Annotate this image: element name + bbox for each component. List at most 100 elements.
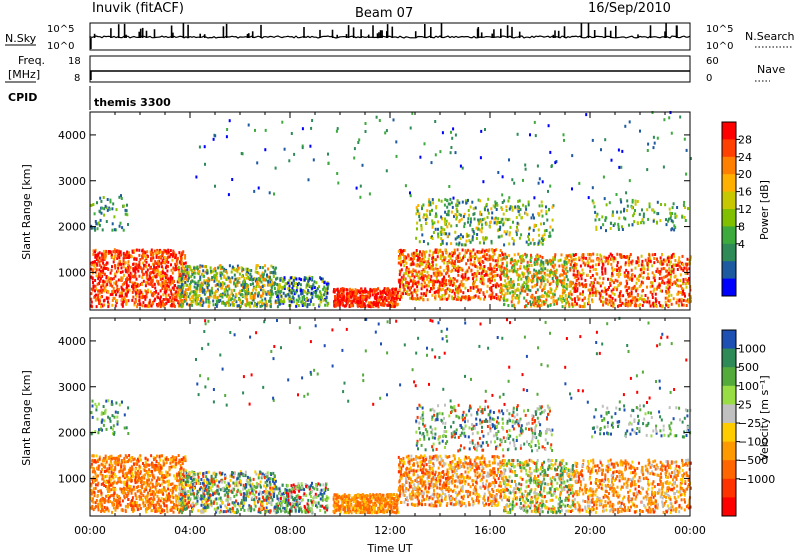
- echo-cell: [656, 136, 659, 140]
- echo-cell: [100, 211, 103, 215]
- echo-cell: [627, 300, 630, 304]
- echo-cell: [429, 203, 432, 207]
- echo-cell: [413, 280, 416, 284]
- echo-cell: [280, 285, 283, 289]
- echo-cell: [514, 288, 517, 292]
- echo-cell: [418, 270, 420, 274]
- echo-cell: [549, 150, 552, 154]
- echo-cell: [450, 146, 453, 149]
- echo-cell: [159, 250, 162, 254]
- echo-cell: [554, 270, 557, 274]
- echo-cell: [539, 254, 542, 258]
- echo-cell: [189, 297, 192, 301]
- echo-cell: [410, 263, 413, 267]
- echo-cell: [100, 259, 103, 262]
- echo-cell: [682, 269, 685, 272]
- echo-cell: [188, 292, 191, 296]
- echo-cell: [678, 304, 681, 308]
- echo-cell: [488, 254, 491, 258]
- echo-cell: [270, 264, 273, 268]
- echo-cell: [280, 294, 283, 298]
- echo-cell: [656, 267, 659, 271]
- echo-cell: [269, 292, 272, 296]
- echo-cell: [270, 278, 273, 282]
- echo-cell: [512, 220, 514, 224]
- echo-cell: [469, 240, 472, 244]
- echo-cell: [119, 270, 122, 274]
- echo-cell: [551, 228, 554, 232]
- echo-cell: [242, 268, 245, 272]
- echo-cell: [618, 291, 621, 295]
- echo-cell: [671, 265, 673, 269]
- echo-cell: [142, 251, 145, 255]
- echo-cell: [525, 287, 528, 291]
- echo-cell: [336, 297, 339, 301]
- echo-cell: [339, 295, 342, 299]
- echo-cell: [456, 254, 459, 258]
- echo-cell: [616, 264, 619, 268]
- echo-cell: [165, 251, 168, 255]
- echo-cell: [455, 297, 458, 301]
- echo-cell: [113, 258, 116, 261]
- echo-cell: [667, 271, 670, 275]
- echo-cell: [266, 273, 268, 277]
- echo-cell: [307, 298, 310, 302]
- echo-cell: [443, 220, 446, 223]
- echo-cell: [659, 256, 662, 260]
- echo-cell: [150, 266, 152, 270]
- echo-cell: [156, 279, 159, 283]
- echo-cell: [423, 285, 426, 289]
- echo-cell: [568, 282, 571, 286]
- echo-cell: [121, 270, 124, 274]
- echo-cell: [517, 209, 520, 213]
- echo-cell: [601, 215, 604, 219]
- echo-cell: [373, 289, 376, 293]
- echo-cell: [404, 260, 407, 264]
- echo-cell: [442, 277, 445, 281]
- echo-cell: [402, 249, 405, 253]
- echo-cell: [500, 206, 503, 210]
- echo-cell: [98, 209, 101, 213]
- echo-cell: [467, 258, 470, 262]
- echo-cell: [264, 128, 267, 132]
- echo-cell: [453, 277, 456, 281]
- echo-cell: [489, 278, 491, 282]
- echo-cell: [151, 279, 154, 282]
- echo-cell: [636, 294, 639, 298]
- echo-cell: [256, 280, 259, 284]
- echo-cell: [467, 295, 470, 298]
- echo-cell: [558, 264, 561, 268]
- echo-cell: [184, 261, 187, 265]
- echo-cell: [112, 250, 115, 254]
- echo-cell: [100, 305, 102, 309]
- echo-cell: [129, 277, 132, 281]
- echo-cell: [465, 262, 468, 266]
- echo-cell: [100, 274, 103, 278]
- echo-cell: [410, 291, 413, 295]
- echo-cell: [284, 294, 287, 298]
- echo-cell: [404, 184, 407, 188]
- echo-cell: [276, 289, 279, 293]
- echo-cell: [439, 273, 442, 277]
- echo-cell: [544, 267, 547, 271]
- echo-cell: [662, 275, 665, 279]
- echo-cell: [184, 265, 187, 269]
- echo-cell: [578, 256, 580, 260]
- echo-cell: [584, 283, 587, 287]
- echo-cell: [431, 253, 434, 257]
- echo-cell: [603, 255, 606, 259]
- echo-cell: [530, 304, 533, 308]
- echo-cell: [395, 140, 398, 144]
- echo-cell: [409, 126, 412, 130]
- echo-cell: [311, 296, 314, 300]
- echo-cell: [326, 291, 329, 295]
- echo-cell: [531, 274, 534, 278]
- echo-cell: [482, 269, 485, 273]
- echo-cell: [434, 248, 437, 252]
- echo-cell: [105, 249, 108, 253]
- echo-cell: [407, 282, 410, 286]
- echo-cell: [342, 298, 345, 302]
- echo-cell: [187, 274, 190, 278]
- echo-cell: [581, 293, 584, 296]
- echo-cell: [325, 296, 328, 300]
